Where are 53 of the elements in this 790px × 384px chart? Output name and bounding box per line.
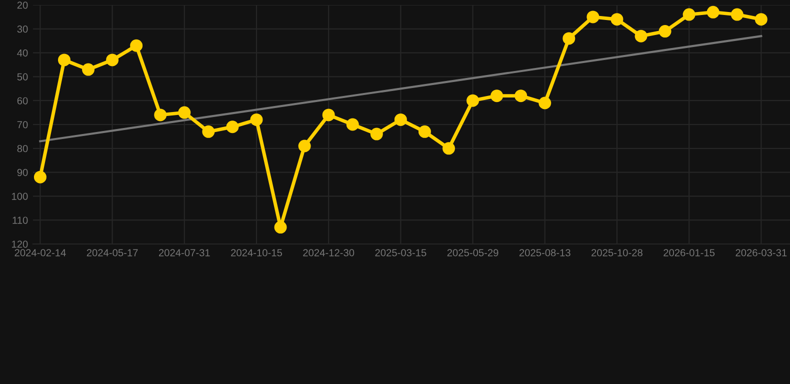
point — [418, 125, 431, 138]
point — [202, 125, 215, 138]
point — [322, 108, 335, 122]
y-tick-label: 90 — [17, 168, 28, 176]
y-tick-label: 60 — [17, 97, 28, 104]
point — [34, 170, 46, 184]
x-tick-label: 2025-10-28 — [592, 249, 642, 256]
x-tick-label: 2024-10-15 — [231, 249, 282, 256]
point — [178, 106, 191, 119]
point — [634, 30, 648, 42]
point — [562, 32, 576, 45]
point — [82, 63, 95, 76]
point — [226, 120, 239, 134]
point — [58, 54, 70, 66]
y-tick-label: 110 — [12, 216, 28, 224]
y-tick-label: 120 — [12, 240, 28, 248]
point — [394, 113, 407, 126]
point — [610, 13, 624, 26]
y-tick-label: 80 — [17, 144, 28, 152]
point — [730, 8, 744, 21]
point — [442, 142, 455, 155]
point — [658, 25, 672, 38]
point — [130, 39, 143, 52]
point — [346, 118, 359, 131]
x-tick-label: 2025-05-29 — [447, 249, 498, 256]
x-tick-label: 2026-03-31 — [736, 249, 787, 256]
point — [370, 128, 383, 140]
x-tick-label: 2026-01-15 — [664, 249, 715, 256]
point — [274, 221, 287, 234]
y-tick-label: 70 — [17, 121, 28, 128]
point — [490, 90, 504, 102]
point — [106, 54, 119, 66]
point — [754, 13, 768, 26]
point — [154, 108, 167, 122]
point — [682, 8, 696, 21]
point — [514, 90, 528, 102]
x-tick-label: 2024-02-14 — [14, 249, 66, 256]
y-tick-label: 40 — [17, 49, 28, 57]
x-tick-label: 2025-03-15 — [375, 249, 426, 256]
point — [586, 10, 600, 24]
point — [250, 113, 263, 126]
x-tick-label: 2024-12-30 — [303, 249, 354, 256]
point — [466, 94, 480, 107]
y-tick-label: 20 — [17, 2, 28, 9]
point — [706, 6, 720, 18]
x-tick-label: 2024-07-31 — [158, 249, 210, 256]
y-tick-label: 100 — [12, 192, 28, 200]
x-tick-label: 2024-05-17 — [86, 249, 138, 256]
point — [298, 140, 311, 152]
y-tick-label: 30 — [17, 25, 28, 33]
y-tick-label: 50 — [17, 73, 28, 80]
point — [538, 96, 552, 110]
x-tick-label: 2025-08-13 — [519, 249, 570, 256]
